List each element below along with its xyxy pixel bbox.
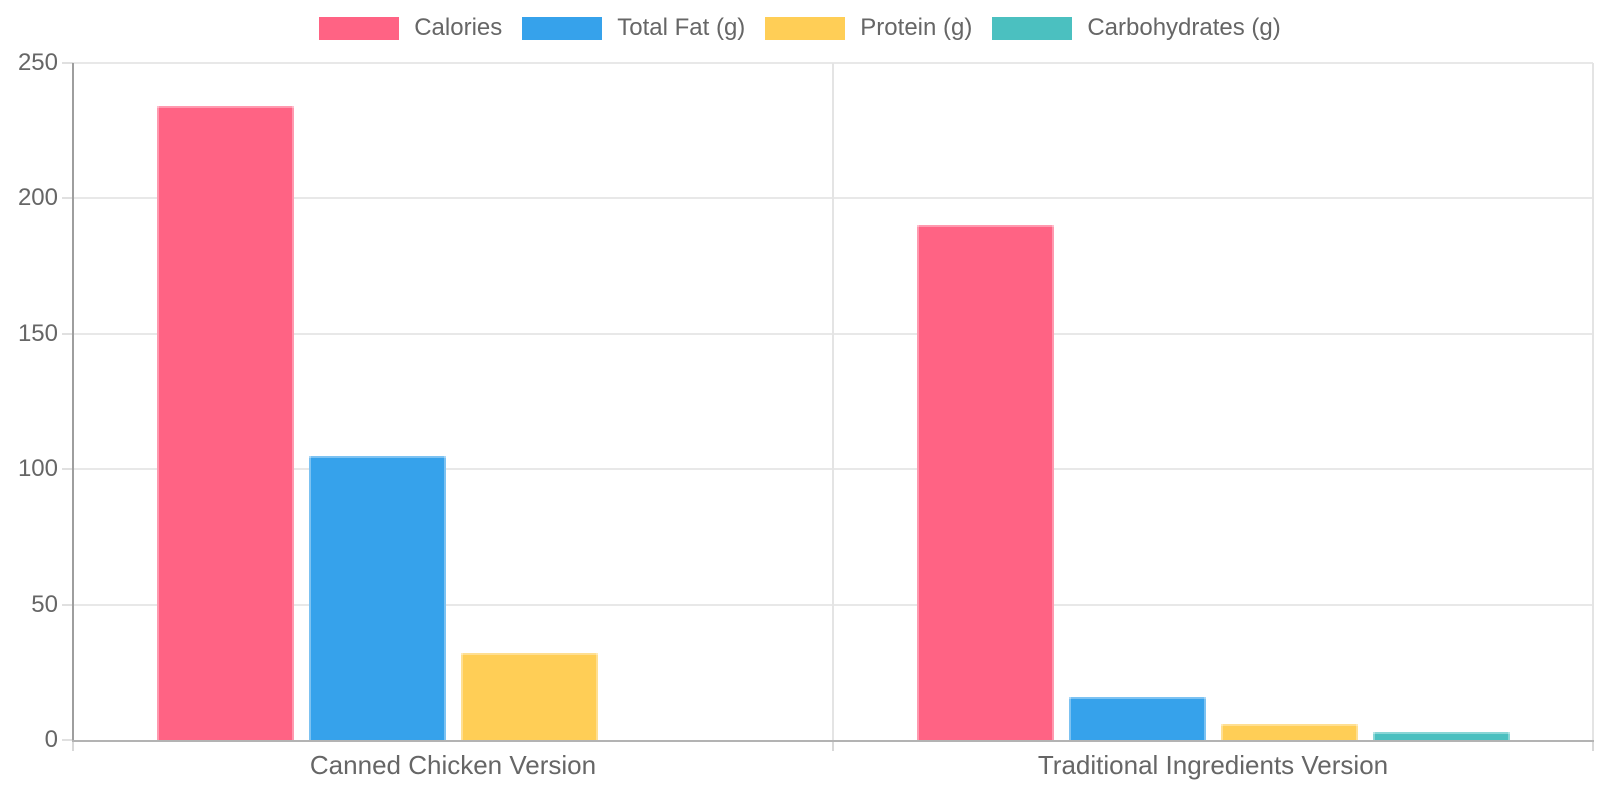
tick-y-150 bbox=[62, 332, 73, 335]
tick-y-200 bbox=[62, 197, 73, 200]
tick-y-0 bbox=[62, 739, 73, 741]
y-axis-line bbox=[72, 63, 74, 740]
x-axis-line bbox=[72, 740, 1594, 742]
y-tick-label-150: 150 bbox=[17, 319, 58, 347]
legend-item-carbohydrates-g[interactable]: Carbohydrates (g) bbox=[992, 14, 1281, 42]
category-border-2 bbox=[1592, 63, 1594, 740]
bar-traditional-ingredients-version-calories[interactable] bbox=[917, 225, 1054, 740]
y-tick-label-0: 0 bbox=[44, 726, 58, 753]
bar-traditional-ingredients-version-protein-g[interactable] bbox=[1221, 724, 1358, 740]
tick-y-50 bbox=[62, 603, 73, 606]
legend-label: Total Fat (g) bbox=[617, 14, 746, 41]
y-tick-label-250: 250 bbox=[17, 49, 58, 76]
bar-canned-chicken-version-calories[interactable] bbox=[157, 106, 294, 740]
bar-canned-chicken-version-protein-g[interactable] bbox=[461, 653, 598, 740]
y-tick-label-50: 50 bbox=[31, 590, 58, 618]
category-border-1 bbox=[832, 63, 834, 740]
bar-traditional-ingredients-version-carbohydrates-g[interactable] bbox=[1373, 732, 1510, 740]
tick-x-0 bbox=[72, 740, 74, 751]
legend-swatch-carbohydrates-g bbox=[992, 16, 1073, 40]
x-category-label-traditional-ingredients-version: Traditional Ingredients Version bbox=[1037, 750, 1389, 780]
y-tick-label-200: 200 bbox=[17, 184, 58, 212]
tick-y-250 bbox=[62, 62, 73, 64]
tick-y-100 bbox=[62, 468, 73, 471]
legend-swatch-protein-g bbox=[765, 16, 846, 40]
legend-label: Protein (g) bbox=[860, 14, 973, 41]
legend-item-calories[interactable]: Calories bbox=[319, 14, 502, 42]
x-category-label-canned-chicken-version: Canned Chicken Version bbox=[309, 750, 597, 780]
tick-x-1 bbox=[832, 740, 834, 751]
legend-label: Carbohydrates (g) bbox=[1087, 14, 1281, 41]
legend-swatch-calories bbox=[319, 16, 400, 40]
bar-canned-chicken-version-total-fat-g[interactable] bbox=[309, 456, 446, 740]
tick-x-2 bbox=[1592, 740, 1594, 751]
legend-label: Calories bbox=[414, 14, 503, 41]
y-tick-label-100: 100 bbox=[17, 455, 58, 483]
bar-traditional-ingredients-version-total-fat-g[interactable] bbox=[1069, 697, 1206, 740]
legend-swatch-total-fat-g bbox=[522, 16, 603, 40]
chart-legend: Calories Total Fat (g) Protein (g) Carbohyd… bbox=[0, 12, 1600, 44]
legend-item-total-fat-g[interactable]: Total Fat (g) bbox=[522, 14, 745, 42]
legend-item-protein-g[interactable]: Protein (g) bbox=[765, 14, 972, 42]
